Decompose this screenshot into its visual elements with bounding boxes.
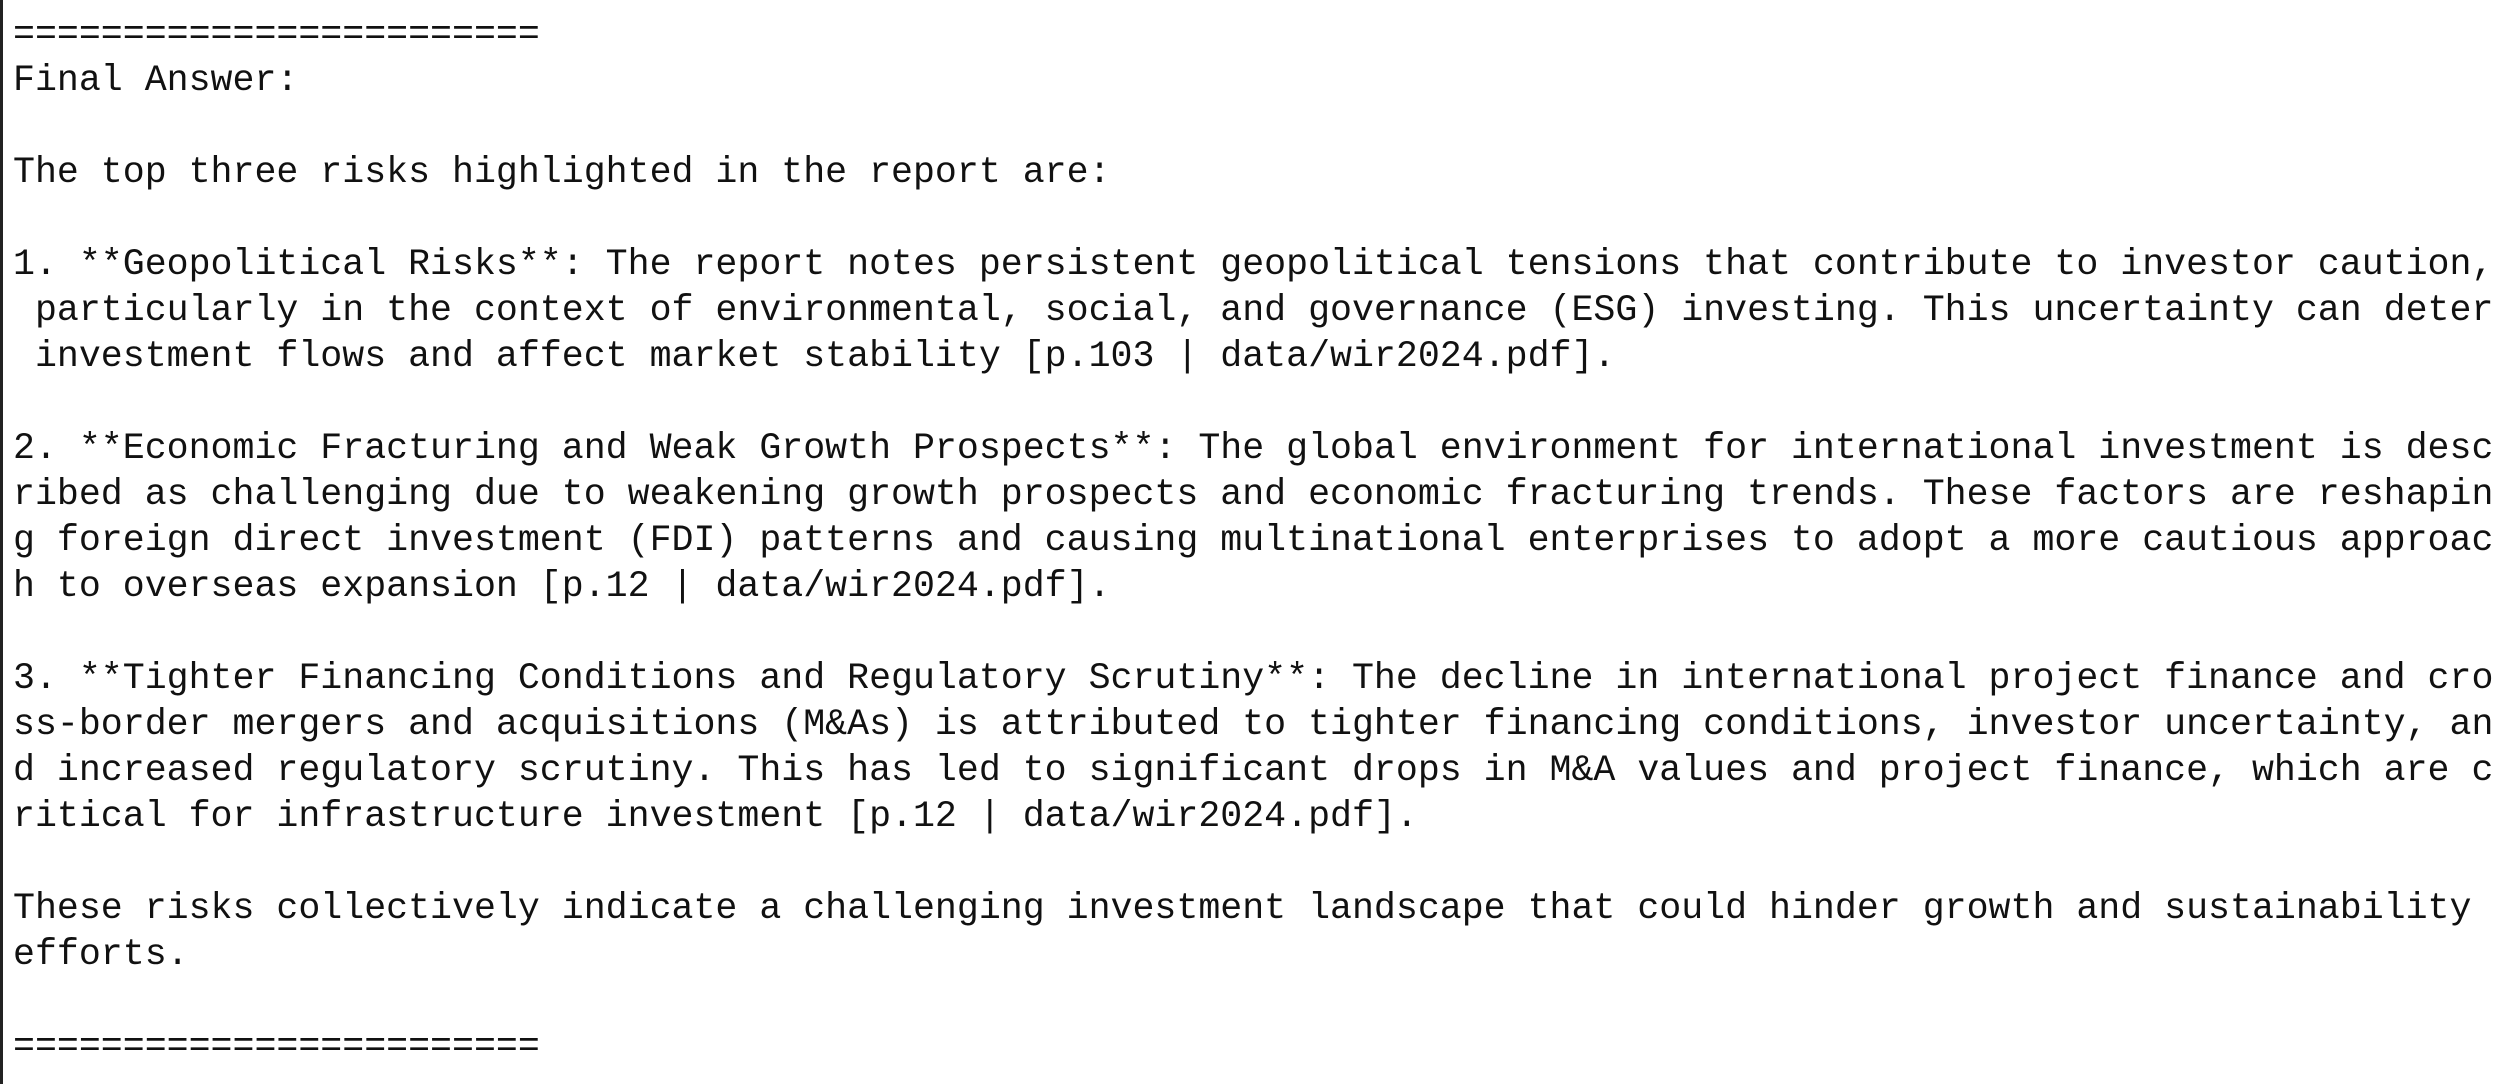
list-item-line: ss-border mergers and acquisitions (M&As… [13, 704, 2494, 745]
list-item-line: particularly in the context of environme… [13, 290, 2494, 331]
intro: The top three risks highlighted in the r… [13, 152, 1111, 193]
list-item-line: 3. **Tighter Financing Conditions and Re… [13, 658, 2494, 699]
separator: ======================== [13, 1026, 540, 1067]
list-item-line: investment flows and affect market stabi… [13, 336, 1616, 377]
conclusion-line: efforts. [13, 934, 189, 975]
list-item-line: 2. **Economic Fracturing and Weak Growth… [13, 428, 2494, 469]
separator: ======================== [13, 14, 540, 55]
conclusion: These risks collectively indicate a chal… [13, 886, 2504, 978]
list-item-line: h to overseas expansion [p.12 | data/wir… [13, 566, 1111, 607]
list-item-line: ribed as challenging due to weakening gr… [13, 474, 2494, 515]
items: 1. **Geopolitical Risks**: The report no… [13, 242, 2504, 886]
list-item-line: g foreign direct investment (FDI) patter… [13, 520, 2494, 561]
conclusion-line: These risks collectively indicate a chal… [13, 888, 2472, 929]
list-item-line: 1. **Geopolitical Risks**: The report no… [13, 244, 2494, 285]
list-item-line: d increased regulatory scrutiny. This ha… [13, 750, 2494, 791]
list-item-line: ritical for infrastructure investment [p… [13, 796, 1418, 837]
label: Final Answer: [13, 60, 299, 101]
